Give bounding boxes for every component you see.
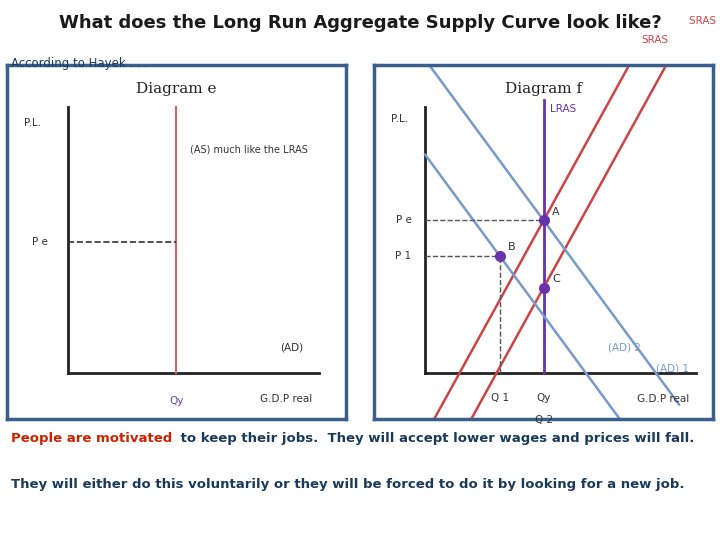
Text: LRAS: LRAS [550,104,577,114]
Text: According to Hayek . . .: According to Hayek . . . [11,57,148,70]
Text: to keep their jobs.  They will accept lower wages and prices will fall.: to keep their jobs. They will accept low… [176,432,695,445]
Text: What does the Long Run Aggregate Supply Curve look like?: What does the Long Run Aggregate Supply … [58,14,662,31]
Text: P e: P e [32,237,48,247]
Text: (AD) 1: (AD) 1 [656,363,689,374]
Text: Diagram e: Diagram e [136,83,217,97]
Text: P.L.: P.L. [24,118,41,128]
Text: Qy: Qy [536,393,551,403]
Text: (AD): (AD) [280,342,303,353]
Text: P e: P e [396,215,412,225]
Text: P 1: P 1 [395,251,412,261]
Text: P.L.: P.L. [392,114,408,124]
Text: People are motivated: People are motivated [11,432,172,445]
Text: A: A [552,207,559,217]
Text: Q 1: Q 1 [490,393,508,403]
Text: Diagram f: Diagram f [505,83,582,97]
Text: They will either do this voluntarily or they will be forced to do it by looking : They will either do this voluntarily or … [11,478,684,491]
Text: Qy: Qy [169,395,184,406]
Text: Q 2: Q 2 [534,415,553,425]
Text: B: B [508,242,516,252]
Text: (AS) much like the LRAS: (AS) much like the LRAS [190,145,308,154]
Text: G.D.P real: G.D.P real [259,394,312,404]
Text: (AD) 2: (AD) 2 [608,342,642,353]
Text: C: C [552,274,560,284]
Text: G.D.P real: G.D.P real [637,394,689,404]
Text: SRAS  1: SRAS 1 [689,16,720,26]
Text: SRAS: SRAS [642,35,669,45]
